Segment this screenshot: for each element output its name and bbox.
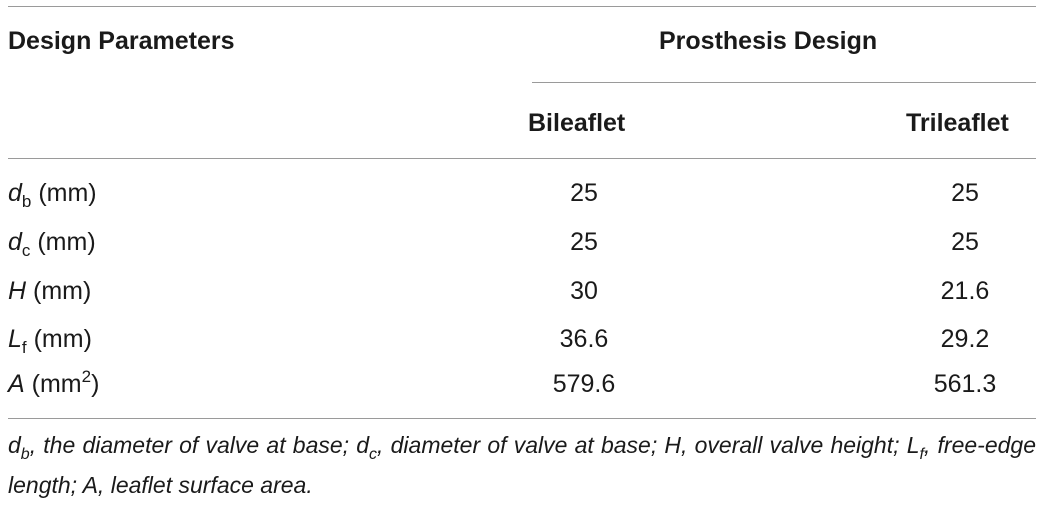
- param-subscript: c: [21, 241, 31, 260]
- footnote-part: , diameter of valve at base; H, overall …: [377, 432, 920, 458]
- header-bottom-rule: [8, 158, 1036, 159]
- bileaflet-value: 30: [570, 277, 598, 305]
- trileaflet-value: 21.6: [940, 277, 990, 305]
- param-unit-close: ): [87, 228, 96, 256]
- param-unit-open: (mm: [31, 179, 89, 207]
- param-symbol: L: [8, 325, 22, 353]
- trileaflet-value: 561.3: [933, 370, 997, 398]
- param-symbol: A: [8, 370, 25, 398]
- prosthesis-design-header: Prosthesis Design: [659, 27, 878, 55]
- bileaflet-header: Bileaflet: [528, 109, 626, 137]
- footnote-part: , free-edge length; A, leaflet surface a…: [8, 432, 1036, 498]
- param-unit-open: (mm: [26, 277, 83, 305]
- trileaflet-value: 29.2: [940, 325, 990, 353]
- bileaflet-value: 25: [570, 228, 598, 256]
- table-row-param: db (mm): [8, 179, 97, 211]
- design-parameters-header: Design Parameters: [8, 27, 235, 55]
- param-symbol: d: [8, 228, 22, 256]
- param-unit-close: ): [83, 325, 92, 353]
- param-subscript: b: [21, 192, 32, 211]
- footnote-part: , the diameter of valve at base; d: [29, 432, 370, 458]
- table-footnote: db, the diameter of valve at base; dc, d…: [8, 427, 1036, 503]
- footnote-subscript: f: [919, 446, 924, 463]
- bileaflet-value: 25: [570, 179, 598, 207]
- trileaflet-value: 25: [951, 179, 979, 207]
- bileaflet-value: 36.6: [559, 325, 609, 353]
- trileaflet-value: 25: [951, 228, 979, 256]
- table-row-param: A (mm2): [8, 368, 100, 398]
- footnote-subscript: b: [20, 446, 30, 463]
- group-header-rule: [532, 82, 1036, 83]
- footnote-subscript: c: [369, 446, 378, 463]
- param-symbol: d: [8, 179, 22, 207]
- param-unit-close: ): [91, 370, 100, 398]
- param-unit-open: (mm: [26, 325, 84, 353]
- top-rule: [8, 6, 1036, 7]
- param-subscript: f: [21, 338, 27, 357]
- param-unit-open: (mm: [30, 228, 88, 256]
- param-unit-open: (mm: [24, 370, 82, 398]
- bileaflet-value: 579.6: [552, 370, 616, 398]
- param-superscript: 2: [81, 367, 92, 386]
- table-bottom-rule: [8, 418, 1036, 419]
- table-row-param: Lf (mm): [8, 325, 92, 357]
- trileaflet-header: Trileaflet: [906, 109, 1009, 137]
- table-row-param: dc (mm): [8, 228, 96, 260]
- footnote-part: d: [8, 432, 21, 458]
- param-symbol: H: [8, 277, 27, 305]
- param-unit-close: ): [82, 277, 92, 305]
- table-row-param: H (mm): [8, 279, 91, 304]
- param-unit-close: ): [88, 179, 97, 207]
